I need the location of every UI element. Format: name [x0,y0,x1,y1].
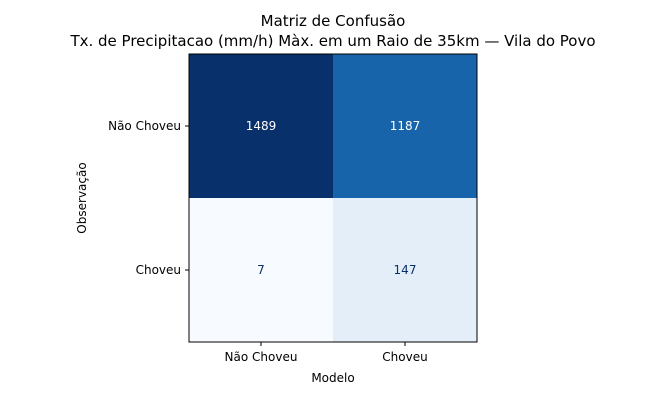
x-tick-label-1: Choveu [382,350,427,364]
y-axis-label: Observação [75,162,89,233]
cell-value-1-1: 147 [394,263,417,277]
heatmap-cell-0-0 [189,54,333,198]
heatmap-cell-1-1 [333,198,477,342]
chart-subtitle: Tx. de Precipitacao (mm/h) Màx. em um Ra… [69,32,595,50]
chart-title: Matriz de Confusão [261,12,406,30]
x-axis-label: Modelo [311,371,354,385]
x-axis-ticks: Não Choveu Choveu [225,342,428,364]
plot-frame [188,53,478,343]
heatmap-cell-0-1 [333,54,477,198]
cell-value-0-0: 1489 [246,119,277,133]
cell-value-1-0: 7 [257,263,265,277]
y-tick-label-0: Não Choveu [108,119,181,133]
heatmap-cell-labels: 1489 1187 7 147 [246,119,421,277]
x-tick-label-0: Não Choveu [225,350,298,364]
cell-value-0-1: 1187 [390,119,421,133]
y-tick-label-1: Choveu [136,263,181,277]
heatmap-cells [189,54,477,342]
heatmap-cell-1-0 [189,198,333,342]
y-axis-ticks: Não Choveu Choveu [108,119,189,277]
